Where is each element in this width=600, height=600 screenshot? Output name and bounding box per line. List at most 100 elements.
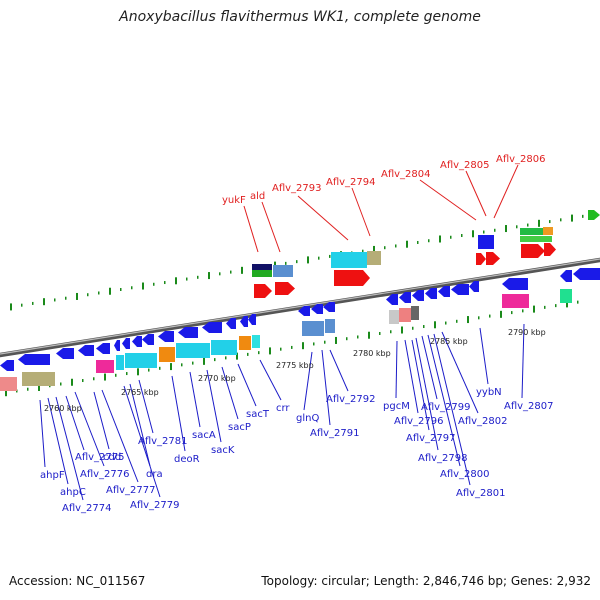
track-tick (175, 277, 177, 285)
track-tick (208, 272, 210, 280)
gene-label: sacP (228, 422, 251, 433)
track-tick (219, 272, 221, 276)
track-tick (489, 314, 491, 318)
gene-label: sacK (211, 445, 235, 456)
track-tick (511, 311, 513, 315)
gene-block-darkgray (411, 306, 419, 320)
track-tick (494, 228, 496, 232)
reverse-gene-arrow (399, 292, 411, 303)
gene-block-cyan (176, 343, 210, 358)
track-tick (82, 379, 84, 383)
track-tick (357, 335, 359, 339)
gene-block-cyan (116, 355, 124, 370)
reverse-gene-arrow (96, 343, 110, 354)
gene-block-pink (0, 377, 17, 391)
label-callout-line (395, 340, 398, 399)
track-tick (401, 326, 403, 334)
track-tick (225, 356, 227, 360)
gene-label: Aflv_2807 (504, 401, 554, 412)
track-tick (65, 296, 67, 300)
track-tick (450, 235, 452, 239)
track-tick (335, 336, 337, 344)
forward-gene-arrow (334, 270, 370, 286)
track-tick (538, 219, 540, 227)
track-tick (148, 368, 150, 372)
gene-block-navy (252, 264, 272, 270)
track-tick (406, 240, 408, 248)
track-tick (516, 225, 518, 229)
gene-label: Aflv_2797 (406, 433, 456, 444)
track-tick (76, 292, 78, 300)
track-tick (456, 319, 458, 323)
track-tick (412, 326, 414, 330)
track-tick (5, 389, 7, 397)
forward-gene-arrow (588, 210, 600, 220)
gene-label: dra (146, 469, 163, 480)
track-tick (115, 373, 117, 377)
track-tick (170, 363, 172, 371)
track-tick (27, 387, 29, 391)
gene-label: Aflv_2791 (310, 428, 360, 439)
gene-block-cyan (125, 353, 157, 368)
label-callout-line (47, 397, 69, 485)
track-tick (533, 305, 535, 313)
track-tick (555, 304, 557, 308)
track-tick (434, 321, 436, 329)
gene-block-lightgreen (520, 236, 552, 242)
reverse-gene-arrow (469, 281, 479, 292)
forward-gene-arrow (544, 243, 556, 256)
reverse-gene-arrow (178, 327, 198, 338)
scale-labels: 2760 kbp 2765 kbp 2770 kbp 2775 kbp 2780 kbp… (44, 328, 546, 413)
label-callout-lines (39, 164, 525, 501)
track-tick (500, 310, 502, 318)
track-tick (10, 303, 12, 311)
scale-label: 2760 kbp (44, 404, 82, 413)
track-tick (197, 275, 199, 279)
gene-block-cyan (252, 335, 260, 348)
reverse-gene-arrow (240, 316, 248, 327)
gene-label: Aflv_2805 (440, 160, 490, 171)
track-tick (280, 347, 282, 351)
track-tick (230, 270, 232, 274)
label-callout-line (237, 363, 257, 407)
track-tick (43, 298, 45, 306)
gene-label: pgcM (383, 401, 410, 412)
track-tick (373, 245, 375, 253)
track-tick (32, 301, 34, 305)
track-tick (445, 321, 447, 325)
label-callout-line (427, 334, 461, 467)
track-tick (296, 260, 298, 264)
gene-label: ald (250, 191, 265, 202)
gene-label: Aflv_2794 (326, 177, 376, 188)
reverse-gene-arrow (142, 334, 154, 345)
track-tick (560, 218, 562, 222)
forward-gene-arrow (254, 284, 272, 298)
track-tick (571, 214, 573, 222)
gene-label: sacA (192, 430, 216, 441)
track-tick (384, 246, 386, 250)
track-tick (153, 282, 155, 286)
gene-label: Aflv_2776 (80, 469, 130, 480)
track-tick (54, 298, 56, 302)
track-tick (577, 300, 579, 304)
reverse-gene-arrow (202, 322, 222, 333)
track-tick (142, 282, 144, 290)
gene-label: deoR (174, 454, 200, 465)
gene-block-orange (543, 227, 553, 235)
gene-label: Aflv_2801 (456, 488, 506, 499)
forward-gene-arrow (275, 282, 295, 295)
scale-label: 2775 kbp (276, 361, 314, 370)
gene-block-green (520, 228, 546, 235)
gene-label: Aflv_2775 (75, 452, 125, 463)
gene-block-steelblue (325, 319, 335, 333)
track-tick (21, 303, 23, 307)
gene-label: sacT (246, 409, 270, 420)
track-tick (214, 358, 216, 362)
track-tick (439, 235, 441, 243)
label-callout-line (404, 339, 419, 414)
track-tick (379, 331, 381, 335)
track-tick (285, 261, 287, 265)
gene-label: Aflv_2798 (418, 453, 468, 464)
gene-label: ahpC (60, 487, 86, 498)
gene-block-orange (239, 336, 251, 350)
